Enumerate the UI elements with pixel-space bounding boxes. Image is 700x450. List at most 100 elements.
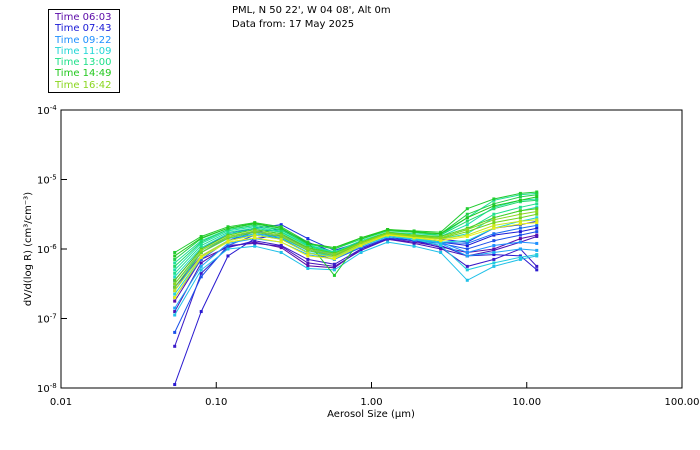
data-point bbox=[332, 273, 336, 277]
data-point bbox=[465, 219, 469, 223]
data-point bbox=[535, 230, 539, 234]
data-point bbox=[535, 202, 539, 206]
data-point bbox=[332, 257, 336, 261]
data-point bbox=[199, 236, 203, 240]
data-point bbox=[535, 223, 539, 227]
data-point bbox=[226, 254, 230, 258]
location-text: PML, N 50 22', W 04 08', Alt 0m bbox=[232, 5, 391, 16]
data-point bbox=[226, 240, 230, 244]
data-point bbox=[279, 233, 283, 237]
legend-item: Time 14:49 bbox=[55, 68, 112, 80]
data-point bbox=[173, 275, 177, 279]
data-point bbox=[253, 239, 257, 243]
data-point bbox=[306, 251, 310, 255]
data-point bbox=[465, 250, 469, 254]
data-point bbox=[535, 268, 539, 272]
data-point bbox=[535, 264, 539, 268]
data-point bbox=[492, 239, 496, 243]
data-point bbox=[439, 232, 443, 236]
data-point bbox=[518, 257, 522, 261]
data-point bbox=[465, 239, 469, 243]
data-point bbox=[306, 241, 310, 245]
x-tick-label: 100.00 bbox=[665, 397, 700, 408]
data-point bbox=[412, 230, 416, 234]
data-point bbox=[518, 247, 522, 251]
data-point bbox=[518, 216, 522, 220]
data-point bbox=[173, 278, 177, 282]
data-point bbox=[535, 193, 539, 197]
date-text: Data from: 17 May 2025 bbox=[232, 19, 355, 30]
data-point bbox=[492, 212, 496, 216]
series-layer bbox=[173, 190, 539, 387]
data-point bbox=[535, 234, 539, 238]
data-point bbox=[518, 209, 522, 213]
data-point bbox=[306, 261, 310, 265]
data-point bbox=[173, 289, 177, 293]
data-point bbox=[492, 257, 496, 261]
data-point bbox=[535, 190, 539, 194]
y-tick-label: 10-4 bbox=[37, 104, 57, 117]
data-point bbox=[279, 223, 283, 227]
data-point bbox=[492, 221, 496, 225]
data-point bbox=[465, 264, 469, 268]
data-point bbox=[173, 268, 177, 272]
y-tick-label: 10-7 bbox=[37, 313, 57, 326]
data-point bbox=[465, 268, 469, 272]
data-point bbox=[199, 268, 203, 272]
series-1449 bbox=[173, 195, 539, 258]
data-point bbox=[465, 234, 469, 238]
data-point bbox=[173, 292, 177, 296]
axes-layer: 0.01 0.10 1.00 10.00 100.00 10-4 10-5 10-6 10-7 1… bbox=[37, 104, 700, 408]
data-point bbox=[492, 244, 496, 248]
legend-item: Time 11:09 bbox=[55, 45, 112, 57]
data-point bbox=[173, 383, 177, 387]
data-point bbox=[279, 228, 283, 232]
data-point bbox=[199, 264, 203, 268]
data-point bbox=[199, 248, 203, 252]
data-point bbox=[332, 268, 336, 272]
data-point bbox=[332, 253, 336, 257]
data-point bbox=[386, 231, 390, 235]
data-point bbox=[359, 236, 363, 240]
x-tick-label: 10.00 bbox=[512, 397, 541, 408]
data-point bbox=[199, 275, 203, 279]
data-point bbox=[199, 244, 203, 248]
data-point bbox=[439, 239, 443, 243]
data-point bbox=[306, 257, 310, 261]
data-point bbox=[518, 219, 522, 223]
data-point bbox=[518, 255, 522, 259]
data-point bbox=[173, 264, 177, 268]
data-point bbox=[535, 253, 539, 257]
data-point bbox=[386, 228, 390, 232]
data-point bbox=[199, 240, 203, 244]
data-point bbox=[535, 248, 539, 252]
data-point bbox=[253, 229, 257, 233]
data-point bbox=[439, 250, 443, 254]
data-point bbox=[306, 264, 310, 268]
data-point bbox=[386, 233, 390, 237]
data-point bbox=[226, 244, 230, 248]
data-point bbox=[439, 244, 443, 248]
data-point bbox=[226, 247, 230, 251]
data-point bbox=[492, 202, 496, 206]
x-axis-title: Aerosol Size (μm) bbox=[327, 409, 415, 420]
data-point bbox=[492, 232, 496, 236]
data-point bbox=[412, 234, 416, 238]
legend: Time 06:03 Time 07:43 Time 09:22 Time 11:09… bbox=[48, 9, 120, 93]
data-point bbox=[173, 282, 177, 286]
data-point bbox=[492, 250, 496, 254]
data-point bbox=[492, 197, 496, 201]
data-point bbox=[465, 228, 469, 232]
data-point bbox=[492, 261, 496, 265]
data-point bbox=[332, 246, 336, 250]
data-point bbox=[386, 240, 390, 244]
data-point bbox=[492, 264, 496, 268]
data-point bbox=[518, 240, 522, 244]
data-point bbox=[332, 264, 336, 268]
data-point bbox=[535, 241, 539, 245]
data-point bbox=[226, 226, 230, 230]
data-point bbox=[253, 236, 257, 240]
data-point bbox=[492, 216, 496, 220]
data-point bbox=[535, 209, 539, 213]
data-point bbox=[199, 261, 203, 265]
